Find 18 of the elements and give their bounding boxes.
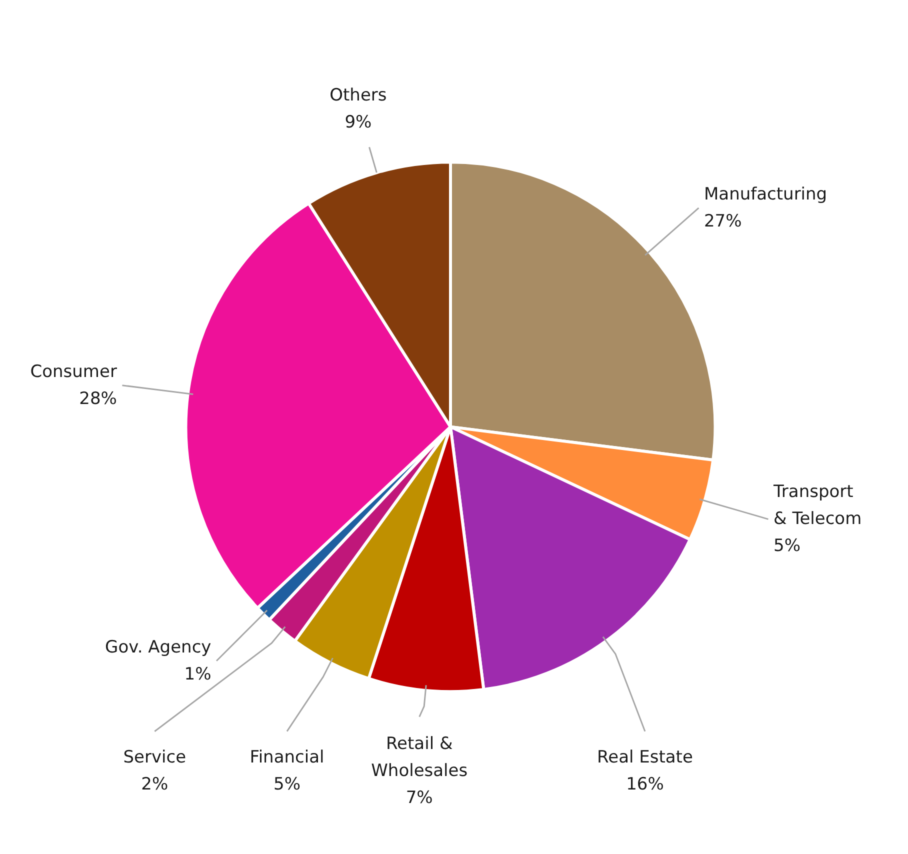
data-label: 2% [141,774,168,795]
data-label: 5% [774,536,801,556]
slice-label: Transport & Telecom [772,482,862,530]
slice-label: Real Estate [597,748,693,768]
slice-label: Gov. Agency [105,637,212,658]
data-label: 9% [344,112,372,132]
data-label: 27% [704,211,742,232]
data-label: 16% [626,774,664,795]
data-label: 28% [79,388,117,409]
slice-label: Financial [250,748,324,768]
slice-label: Others [330,85,387,106]
slice-label: Retail & Wholesales [371,734,468,782]
data-label: 1% [184,664,212,684]
slice-label: Consumer [30,362,117,382]
data-label: 5% [274,774,301,795]
slice-label: Service [123,748,186,768]
data-label: 7% [406,788,433,808]
slice-label: Manufacturing [704,184,828,204]
